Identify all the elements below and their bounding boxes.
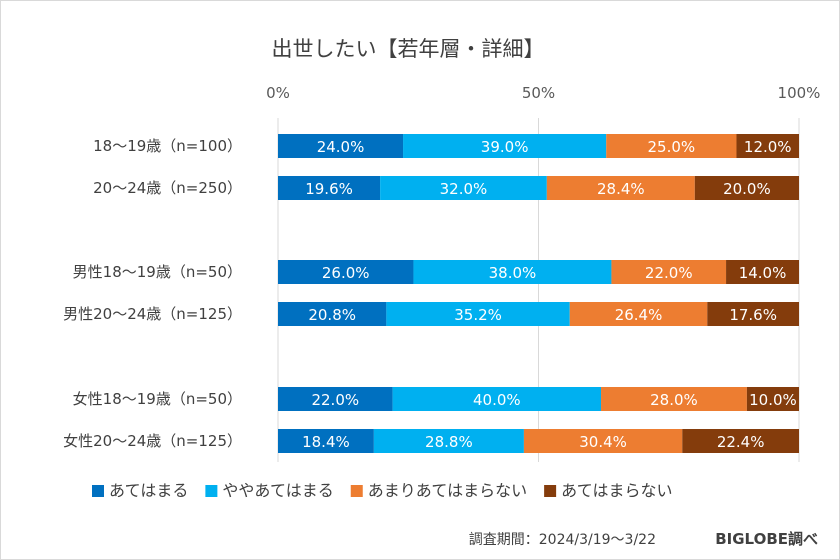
bar-segment bbox=[601, 387, 747, 411]
legend-swatch bbox=[92, 485, 104, 497]
category-label: 20～24歳（n=250） bbox=[93, 179, 242, 197]
value-label: 26.0% bbox=[322, 264, 370, 282]
value-label: 24.0% bbox=[317, 138, 365, 156]
value-label: 18.4% bbox=[302, 433, 350, 451]
bars bbox=[278, 134, 799, 453]
legend-label: あてはまる bbox=[109, 481, 188, 500]
value-label: 28.4% bbox=[597, 180, 645, 198]
x-tick-label: 0% bbox=[266, 84, 290, 102]
bar-segment bbox=[392, 387, 602, 411]
survey-period: 調査期間：2024/3/19～3/22 bbox=[469, 532, 656, 548]
legend-swatch bbox=[205, 485, 218, 497]
bar-segment bbox=[278, 260, 414, 284]
value-label: 12.0% bbox=[744, 138, 792, 156]
value-label: 40.0% bbox=[473, 391, 521, 409]
bar-segment bbox=[278, 176, 381, 200]
legend-label: あてはまらない bbox=[561, 481, 672, 500]
bar-segment bbox=[736, 134, 799, 158]
category-label: 男性18～19歳（n=50） bbox=[73, 263, 242, 281]
value-label: 38.0% bbox=[489, 264, 537, 282]
value-label: 22.0% bbox=[645, 264, 693, 282]
category-labels: 18～19歳（n=100） 20～24歳（n=250） 男性18～19歳（n=50）… bbox=[63, 137, 242, 450]
category-label: 女性20～24歳（n=125） bbox=[63, 432, 242, 450]
bar-segment bbox=[569, 302, 708, 326]
bar-segment bbox=[682, 429, 799, 453]
bar-segment bbox=[386, 302, 570, 326]
category-label: 女性18～19歳（n=50） bbox=[73, 390, 242, 408]
value-labels: 24.0% 39.0% 25.0% 12.0% 19.6% 32.0% 28.4% 20.0%… bbox=[302, 138, 797, 451]
value-label: 28.0% bbox=[650, 391, 698, 409]
bar-segment bbox=[606, 134, 737, 158]
bar-segment bbox=[413, 260, 612, 284]
bar-segment bbox=[278, 387, 393, 411]
bar-segment bbox=[278, 134, 404, 158]
bar-segment bbox=[403, 134, 607, 158]
legend-swatch bbox=[544, 485, 557, 497]
bar-segment bbox=[546, 176, 695, 200]
bar-segment bbox=[278, 429, 374, 453]
bar-segment bbox=[611, 260, 727, 284]
value-label: 20.0% bbox=[723, 180, 771, 198]
value-label: 26.4% bbox=[615, 306, 663, 324]
bar-segment bbox=[523, 429, 683, 453]
bar-segment bbox=[278, 302, 387, 326]
value-label: 14.0% bbox=[739, 264, 787, 282]
legend-swatch bbox=[350, 485, 363, 497]
source-brand: BIGLOBE調べ bbox=[715, 530, 818, 548]
legend-label: あまりあてはまらない bbox=[368, 481, 527, 500]
value-label: 28.8% bbox=[425, 433, 473, 451]
bar-segment bbox=[373, 429, 524, 453]
value-label: 22.4% bbox=[717, 433, 765, 451]
category-label: 18～19歳（n=100） bbox=[93, 137, 242, 155]
value-label: 19.6% bbox=[305, 180, 353, 198]
value-label: 32.0% bbox=[440, 180, 488, 198]
value-label: 10.0% bbox=[749, 391, 797, 409]
bar-segment bbox=[380, 176, 547, 200]
category-label: 男性20～24歳（n=125） bbox=[63, 305, 242, 323]
value-label: 30.4% bbox=[579, 433, 627, 451]
value-label: 22.0% bbox=[311, 391, 359, 409]
bar-segment bbox=[694, 176, 799, 200]
legend: あてはまる ややあてはまる あまりあてはまらない あてはまらない bbox=[92, 481, 673, 500]
value-label: 20.8% bbox=[308, 306, 356, 324]
x-axis-ticks: 0% 50% 100% bbox=[266, 84, 820, 102]
bar-segment bbox=[726, 260, 799, 284]
bar-segment bbox=[707, 302, 799, 326]
chart-title: 出世したい【若年層・詳細】 bbox=[272, 37, 545, 61]
legend-label: ややあてはまる bbox=[222, 481, 333, 500]
x-tick-label: 100% bbox=[778, 84, 821, 102]
value-label: 17.6% bbox=[729, 306, 777, 324]
value-label: 35.2% bbox=[454, 306, 502, 324]
x-tick-label: 50% bbox=[522, 84, 555, 102]
bar-segment bbox=[746, 387, 799, 411]
value-label: 25.0% bbox=[648, 138, 696, 156]
value-label: 39.0% bbox=[481, 138, 529, 156]
